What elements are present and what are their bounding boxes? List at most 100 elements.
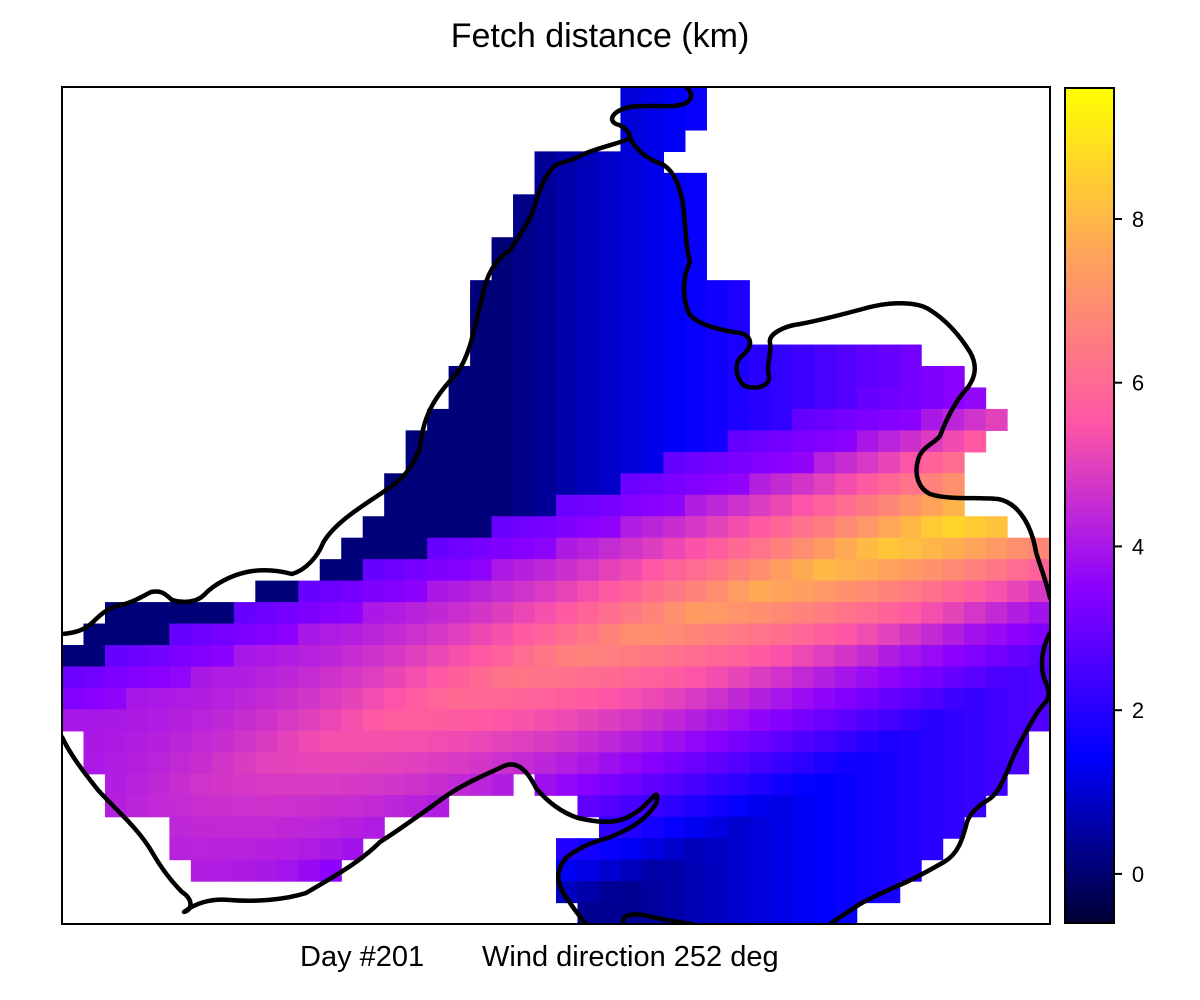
grid-cell — [899, 730, 922, 753]
grid-cell — [706, 709, 729, 732]
grid-cell — [749, 580, 772, 603]
grid-cell — [792, 366, 815, 389]
grid-cell — [706, 602, 729, 625]
grid-cell — [770, 408, 793, 431]
grid-cell — [427, 709, 450, 732]
grid-cell — [169, 666, 192, 689]
grid-cell — [427, 537, 450, 560]
grid-cell — [835, 451, 858, 474]
grid-cell — [298, 666, 321, 689]
grid-cell — [792, 537, 815, 560]
grid-cell — [598, 838, 622, 861]
grid-cell — [663, 795, 686, 818]
grid-cell — [384, 623, 407, 646]
grid-cell — [942, 387, 965, 410]
grid-cell — [942, 494, 965, 517]
grid-cell — [985, 580, 1008, 603]
grid-cell — [641, 709, 664, 732]
grid-cell — [964, 730, 987, 753]
grid-cell — [384, 645, 407, 668]
grid-cell — [534, 666, 557, 689]
grid-cell — [147, 773, 170, 796]
grid-cell — [856, 387, 879, 410]
grid-cell — [534, 430, 557, 453]
grid-cell — [169, 709, 192, 732]
grid-cell — [427, 687, 450, 710]
grid-cell — [556, 323, 579, 346]
grid-cell — [620, 773, 643, 796]
grid-cell — [792, 494, 815, 517]
grid-cell — [448, 387, 471, 410]
grid-cell — [448, 559, 471, 582]
grid-cell — [899, 344, 922, 367]
grid-cell — [577, 687, 600, 710]
grid-cell — [620, 859, 643, 882]
grid-cell — [792, 623, 815, 646]
grid-cell — [620, 623, 643, 646]
grid-cell — [470, 516, 493, 539]
grid-cell — [556, 430, 579, 453]
grid-cell — [878, 795, 901, 818]
grid-cell — [556, 344, 579, 367]
grid-cell — [1007, 687, 1030, 710]
grid-cell — [813, 430, 836, 453]
grid-cell — [921, 795, 944, 818]
grid-cell — [663, 215, 686, 238]
grid-cell — [792, 902, 815, 924]
grid-cell — [448, 602, 471, 625]
grid-cell — [556, 580, 579, 603]
grid-cell — [598, 366, 622, 389]
grid-cell — [727, 816, 750, 839]
grid-cell — [212, 773, 235, 796]
grid-cell — [620, 602, 643, 625]
grid-cell — [448, 473, 471, 496]
grid-cell — [620, 344, 643, 367]
grid-cell — [835, 623, 858, 646]
grid-cell — [534, 451, 557, 474]
grid-cell — [663, 816, 686, 839]
grid-cell — [663, 559, 686, 582]
grid-cell — [663, 451, 686, 474]
grid-cell — [534, 408, 557, 431]
grid-cell — [233, 752, 256, 775]
grid-cell — [835, 709, 858, 732]
grid-cell — [577, 194, 600, 217]
grid-cell — [276, 838, 299, 861]
grid-cell — [556, 645, 579, 668]
grid-cell — [770, 516, 793, 539]
grid-cell — [792, 516, 815, 539]
grid-cell — [835, 408, 858, 431]
grid-cell — [598, 215, 622, 238]
grid-cell — [663, 645, 686, 668]
grid-cell — [298, 752, 321, 775]
shoreline-east-lobe — [827, 630, 1050, 924]
grid-cell — [985, 709, 1008, 732]
grid-cell — [384, 795, 407, 818]
grid-cell — [405, 580, 428, 603]
grid-cell — [684, 687, 707, 710]
grid-cell — [577, 730, 600, 753]
grid-cell — [921, 645, 944, 668]
grid-cell — [899, 666, 922, 689]
grid-cell — [427, 408, 450, 431]
grid-cell — [663, 859, 686, 882]
grid-cell — [620, 580, 643, 603]
grid-cell — [835, 816, 858, 839]
grid-cell — [255, 795, 278, 818]
grid-cell — [598, 709, 622, 732]
grid-cell — [663, 237, 686, 260]
grid-cell — [684, 838, 707, 861]
grid-cell — [942, 645, 965, 668]
grid-cell — [921, 387, 944, 410]
grid-cell — [985, 559, 1008, 582]
grid-cell — [620, 280, 643, 303]
grid-cell — [770, 838, 793, 861]
grid-cell — [427, 451, 450, 474]
grid-cell — [577, 280, 600, 303]
grid-cell — [62, 666, 85, 689]
grid-cell — [770, 366, 793, 389]
grid-cell — [598, 387, 622, 410]
grid-cell — [835, 430, 858, 453]
grid-cell — [620, 323, 643, 346]
grid-cell — [341, 773, 364, 796]
